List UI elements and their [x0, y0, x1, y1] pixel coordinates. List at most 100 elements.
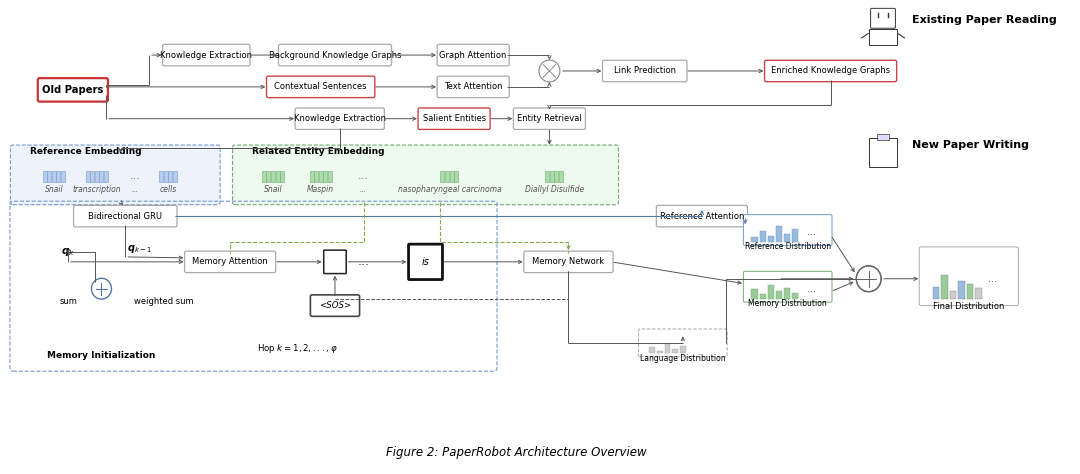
Text: ...: ... [807, 284, 816, 294]
FancyBboxPatch shape [408, 244, 443, 280]
Text: nasopharyngeal carcinoma: nasopharyngeal carcinoma [397, 185, 501, 194]
Text: Bidirectional GRU: Bidirectional GRU [89, 211, 162, 220]
Bar [99, 171, 104, 182]
Bar [90, 171, 94, 182]
FancyBboxPatch shape [437, 45, 509, 66]
Text: Diallyl Disulfide: Diallyl Disulfide [525, 185, 584, 194]
Bar [949, 291, 956, 299]
FancyBboxPatch shape [437, 76, 509, 98]
Text: Figure 2: PaperRobot Architecture Overview: Figure 2: PaperRobot Architecture Overvi… [386, 446, 646, 459]
FancyBboxPatch shape [657, 205, 747, 227]
FancyBboxPatch shape [11, 145, 220, 205]
Bar [261, 171, 266, 182]
Text: Snail: Snail [44, 185, 63, 194]
Text: Entity Retrieval: Entity Retrieval [517, 114, 582, 123]
FancyBboxPatch shape [743, 215, 832, 246]
Text: Link Prediction: Link Prediction [613, 66, 676, 75]
FancyBboxPatch shape [765, 60, 896, 82]
Bar [104, 171, 108, 182]
Text: Hop $k=1,2,...,\varphi$: Hop $k=1,2,...,\varphi$ [257, 342, 337, 355]
Text: cells: cells [160, 185, 177, 194]
Bar [752, 289, 758, 299]
Text: Enriched Knowledge Graphs: Enriched Knowledge Graphs [771, 66, 890, 75]
Text: Memory Network: Memory Network [532, 257, 605, 266]
Bar [164, 171, 167, 182]
Text: ...: ... [132, 185, 138, 194]
Bar [280, 171, 284, 182]
FancyBboxPatch shape [73, 205, 177, 227]
Text: $\boldsymbol{q}_{k-1}$: $\boldsymbol{q}_{k-1}$ [127, 243, 152, 255]
Bar [328, 171, 332, 182]
Text: Reference Embedding: Reference Embedding [30, 147, 141, 156]
Bar [455, 171, 458, 182]
FancyBboxPatch shape [743, 271, 832, 302]
Text: Background Knowledge Graphs: Background Knowledge Graphs [269, 51, 402, 60]
FancyBboxPatch shape [185, 251, 275, 273]
Bar [768, 236, 774, 242]
Bar [975, 288, 982, 299]
FancyBboxPatch shape [295, 108, 384, 129]
Bar [775, 292, 782, 299]
Text: transcription: transcription [72, 185, 121, 194]
Bar [323, 171, 327, 182]
Bar [792, 293, 798, 299]
Bar [42, 171, 46, 182]
FancyBboxPatch shape [638, 329, 727, 357]
Bar [160, 171, 163, 182]
Bar [445, 171, 449, 182]
Text: Snail: Snail [264, 185, 282, 194]
FancyBboxPatch shape [919, 247, 1018, 306]
Bar [271, 171, 275, 182]
Text: Graph Attention: Graph Attention [440, 51, 507, 60]
Bar [56, 171, 60, 182]
Text: Text Attention: Text Attention [444, 82, 502, 91]
Text: Reference Attention: Reference Attention [660, 211, 744, 220]
Circle shape [539, 60, 559, 82]
FancyBboxPatch shape [870, 9, 895, 28]
Bar [310, 171, 313, 182]
Bar [768, 285, 774, 299]
FancyBboxPatch shape [603, 60, 687, 82]
FancyBboxPatch shape [418, 108, 490, 129]
Bar [85, 171, 90, 182]
Bar [759, 231, 766, 242]
Text: Old Papers: Old Papers [42, 85, 104, 95]
Bar [449, 171, 454, 182]
Bar [752, 237, 758, 242]
Text: ...: ... [988, 274, 997, 284]
Bar [649, 347, 656, 353]
Text: Reference Distribution: Reference Distribution [744, 242, 831, 251]
Text: ...: ... [357, 255, 369, 268]
Bar [95, 171, 98, 182]
Bar [941, 275, 947, 299]
Circle shape [856, 266, 881, 292]
FancyBboxPatch shape [38, 78, 108, 101]
Text: Final Distribution: Final Distribution [933, 302, 1004, 311]
Text: Language Distribution: Language Distribution [640, 354, 726, 363]
Bar [877, 134, 889, 139]
Bar [168, 171, 173, 182]
Text: ...: ... [130, 172, 140, 182]
Text: is: is [421, 257, 430, 267]
Text: ...: ... [359, 172, 369, 182]
FancyBboxPatch shape [324, 250, 347, 273]
Bar [784, 234, 791, 242]
FancyBboxPatch shape [310, 295, 360, 316]
Bar [868, 29, 897, 45]
Bar [52, 171, 56, 182]
Bar [48, 171, 51, 182]
Text: Memory Attention: Memory Attention [192, 257, 268, 266]
Bar [554, 171, 558, 182]
Bar [550, 171, 554, 182]
Bar [784, 288, 791, 299]
FancyBboxPatch shape [279, 45, 391, 66]
Bar [868, 137, 897, 167]
Text: Memory Distribution: Memory Distribution [748, 299, 827, 308]
Text: $\boldsymbol{q}_k$: $\boldsymbol{q}_k$ [62, 246, 76, 258]
Bar [314, 171, 319, 182]
Bar [545, 171, 550, 182]
Bar [275, 171, 280, 182]
Text: Existing Paper Reading: Existing Paper Reading [912, 15, 1056, 25]
Bar [173, 171, 177, 182]
Text: weighted sum: weighted sum [134, 297, 193, 306]
